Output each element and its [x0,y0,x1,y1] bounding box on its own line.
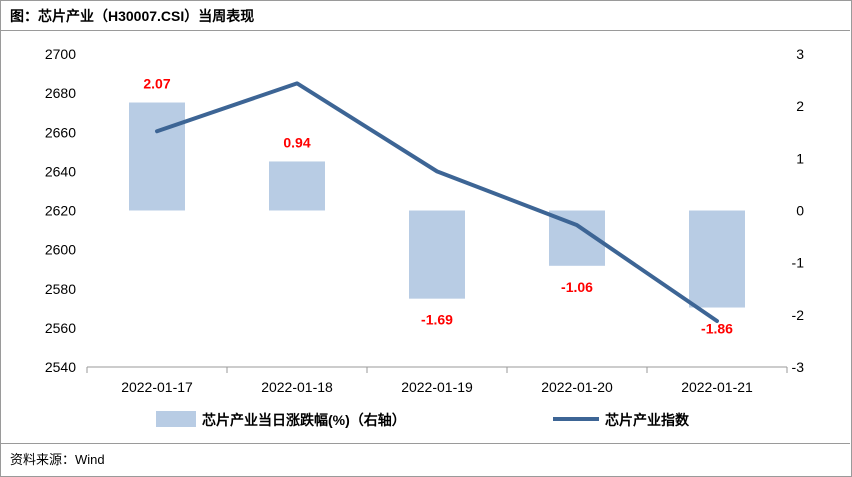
legend-bar-label: 芯片产业当日涨跌幅(%)（右轴） [202,412,406,428]
y-left-tick-label: 2640 [45,163,76,179]
bar [689,210,745,308]
y-right-tick-label: 2 [796,98,804,114]
bar-data-label: -1.86 [701,321,733,337]
y-left-tick-label: 2580 [45,281,76,297]
x-tick-label: 2022-01-21 [681,379,753,395]
y-right-tick-label: -1 [792,255,805,271]
bar [409,210,465,299]
y-right-tick-label: -2 [792,307,805,323]
y-axis-left: 2700 2680 2660 2640 2620 2600 2580 2560 2540 [45,46,76,375]
source-divider [0,443,850,444]
x-tick-label: 2022-01-17 [121,379,193,395]
legend-bar-swatch [156,411,196,427]
bar-series [129,102,745,308]
y-right-tick-label: 3 [796,46,804,62]
y-left-tick-label: 2700 [45,46,76,62]
x-tick-label: 2022-01-20 [541,379,613,395]
y-left-tick-label: 2660 [45,124,76,140]
bar-data-label: 2.07 [143,76,170,92]
y-left-tick-label: 2540 [45,359,76,375]
y-left-tick-label: 2600 [45,242,76,258]
y-right-tick-label: 1 [796,150,804,166]
x-tick-label: 2022-01-18 [261,379,333,395]
title-divider [0,30,850,31]
index-line [155,81,719,324]
x-axis-ticks: 2022-01-17 2022-01-18 2022-01-19 2022-01-20… [86,367,788,395]
figure-title: 图：芯片产业（H30007.CSI）当周表现 [10,8,255,24]
legend-line-label: 芯片产业指数 [605,412,690,428]
y-left-tick-label: 2560 [45,320,76,336]
y-right-tick-label: -3 [792,359,805,375]
y-left-tick-label: 2620 [45,203,76,219]
bar-data-label: -1.06 [561,279,593,295]
bar-data-label: 0.94 [283,134,310,150]
y-axis-right: 3 2 1 0 -1 -2 -3 [792,46,805,375]
bar [129,102,185,211]
legend: 芯片产业当日涨跌幅(%)（右轴） 芯片产业指数 [156,411,690,428]
x-tick-label: 2022-01-19 [401,379,473,395]
source-note: 资料来源：Wind [10,452,105,467]
bar-data-labels: 2.07 0.94 -1.69 -1.06 -1.86 [143,76,733,337]
y-right-tick-label: 0 [796,203,804,219]
line-series [155,81,719,324]
y-left-tick-label: 2680 [45,85,76,101]
bar-data-label: -1.69 [421,312,453,328]
bar [269,161,325,211]
